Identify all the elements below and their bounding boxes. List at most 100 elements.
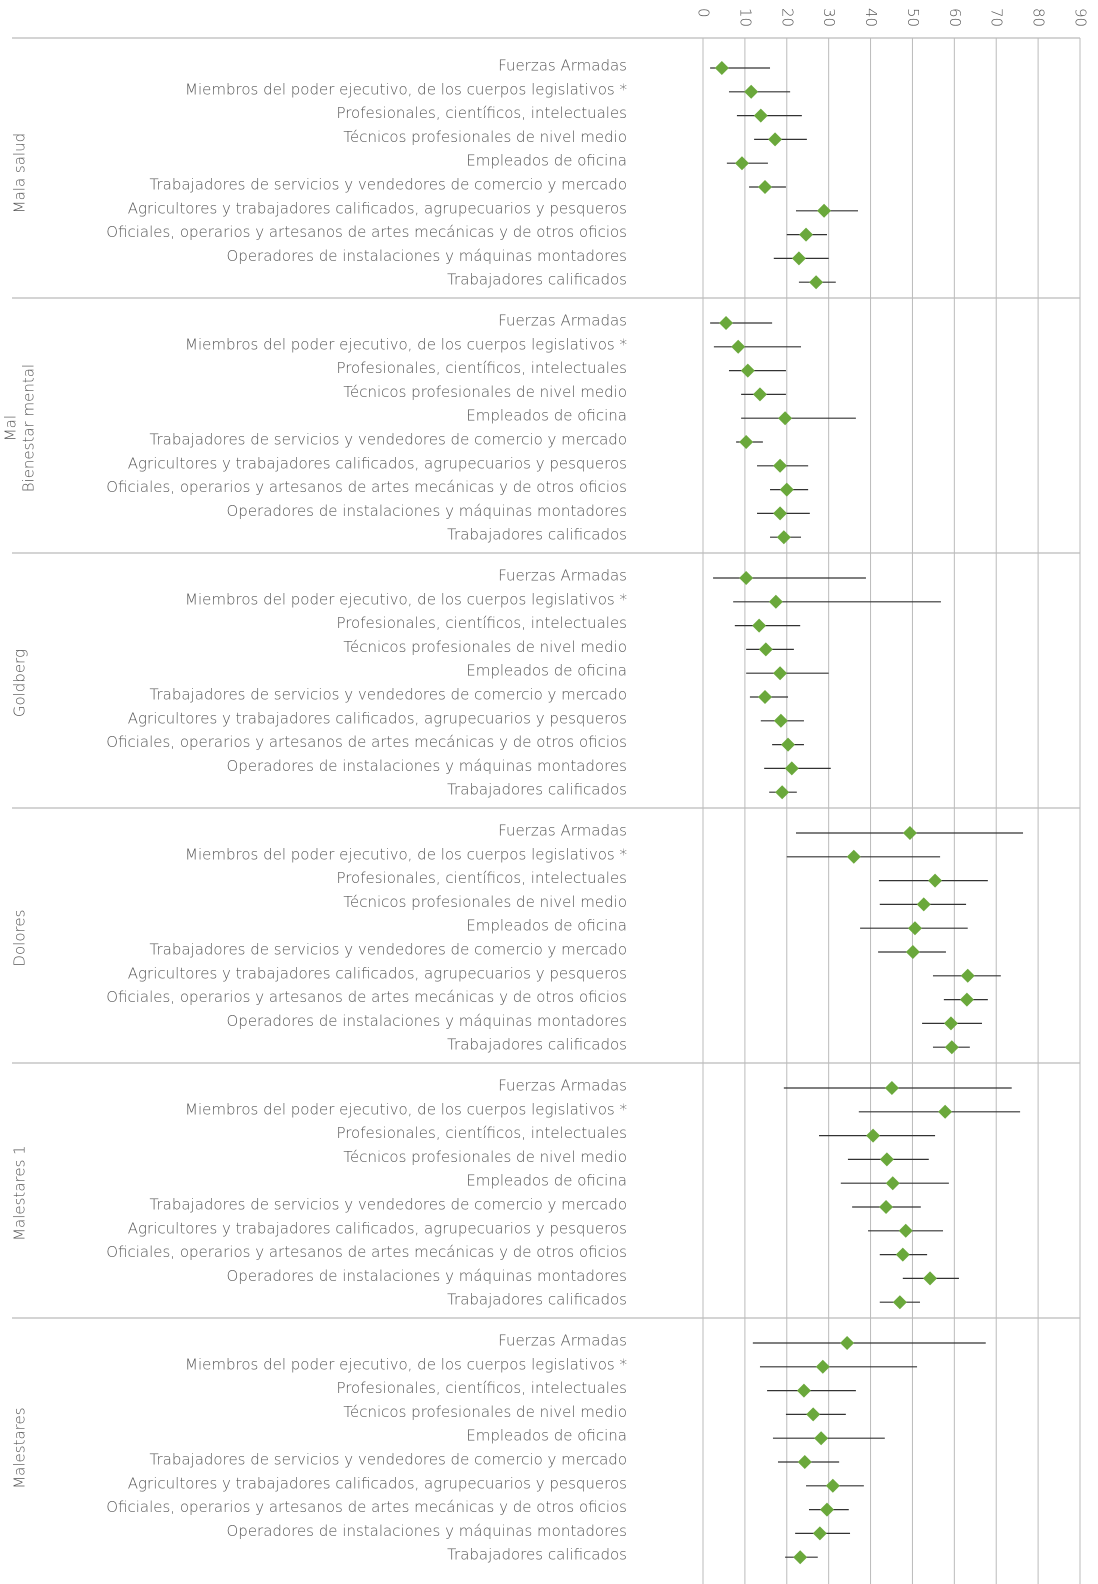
category-label: Empleados de oficina	[466, 152, 627, 170]
point	[819, 1502, 834, 1517]
category-label: Miembros del poder ejecutivo, de los cue…	[185, 80, 627, 98]
category-label: Trabajadores de servicios y vendedores d…	[150, 176, 627, 194]
panel-label: Mala salud	[11, 133, 29, 213]
category-label: Trabajadores de servicios y vendedores d…	[150, 941, 627, 959]
point	[773, 713, 788, 728]
x-tick-label: 90	[1072, 8, 1090, 27]
point	[757, 690, 772, 704]
point	[928, 873, 943, 888]
point	[959, 992, 974, 1007]
point	[758, 642, 773, 657]
point	[781, 737, 796, 752]
category-label: Profesionales, científicos, intelectuale…	[336, 1124, 627, 1142]
category-label: Agricultores y trabajadores calificados,…	[128, 1219, 627, 1237]
point	[796, 1383, 811, 1398]
point	[892, 1295, 907, 1310]
category-label: Oficiales, operarios y artesanos de arte…	[106, 988, 627, 1006]
category-label: Operadores de instalaciones y máquinas m…	[227, 1267, 628, 1285]
category-label: Operadores de instalaciones y máquinas m…	[227, 502, 628, 520]
point	[846, 849, 861, 864]
point	[799, 227, 814, 242]
category-label: Miembros del poder ejecutivo, de los cue…	[185, 1355, 627, 1373]
category-label: Empleados de oficina	[466, 407, 627, 425]
point	[812, 1526, 827, 1541]
category-label: Trabajadores de servicios y vendedores d…	[150, 686, 627, 704]
category-label: Operadores de instalaciones y máquinas m…	[227, 1012, 628, 1030]
point	[905, 945, 920, 959]
point	[902, 826, 917, 840]
category-label: Oficiales, operarios y artesanos de arte…	[106, 478, 627, 496]
point	[779, 482, 794, 497]
panel-label: Bienestar mental	[20, 364, 38, 492]
panel-label: Mal	[2, 415, 20, 441]
category-label: Miembros del poder ejecutivo, de los cue…	[185, 845, 627, 863]
point	[752, 387, 767, 402]
category-label: Agricultores y trabajadores calificados,…	[128, 964, 627, 982]
category-label: Trabajadores calificados	[447, 526, 627, 544]
point	[938, 1104, 953, 1119]
point	[744, 84, 759, 99]
category-label: Trabajadores calificados	[447, 1546, 627, 1564]
category-label: Oficiales, operarios y artesanos de arte…	[106, 223, 627, 241]
category-label: Empleados de oficina	[466, 1427, 627, 1445]
category-label: Miembros del poder ejecutivo, de los cue…	[185, 590, 627, 608]
point	[719, 316, 734, 330]
point	[806, 1407, 821, 1422]
point	[814, 1431, 829, 1446]
category-label: Profesionales, científicos, intelectuale…	[336, 359, 627, 377]
x-tick-label: 50	[904, 8, 922, 27]
category-label: Oficiales, operarios y artesanos de arte…	[106, 1498, 627, 1516]
point	[866, 1128, 881, 1143]
category-label: Trabajadores calificados	[447, 781, 627, 799]
category-label: Empleados de oficina	[466, 917, 627, 935]
category-label: Trabajadores calificados	[447, 1291, 627, 1309]
category-label: Técnicos profesionales de nivel medio	[343, 1148, 627, 1166]
category-label: Profesionales, científicos, intelectuale…	[336, 104, 627, 122]
point	[943, 1016, 958, 1031]
point	[775, 785, 790, 800]
x-tick-label: 70	[988, 8, 1006, 27]
point	[739, 571, 754, 585]
point	[944, 1040, 959, 1055]
point	[778, 411, 793, 426]
category-label: Empleados de oficina	[466, 1172, 627, 1190]
category-label: Fuerzas Armadas	[498, 57, 627, 75]
point	[960, 968, 975, 983]
category-label: Trabajadores calificados	[447, 271, 627, 289]
point	[757, 180, 772, 194]
point	[907, 921, 922, 936]
category-label: Miembros del poder ejecutivo, de los cue…	[185, 335, 627, 353]
point	[734, 156, 749, 171]
category-label: Oficiales, operarios y artesanos de arte…	[106, 733, 627, 751]
panel-label: Dolores	[11, 910, 29, 967]
category-label: Técnicos profesionales de nivel medio	[343, 1403, 627, 1421]
category-label: Agricultores y trabajadores calificados,…	[128, 454, 627, 472]
panel-label: Malestares 1	[11, 1145, 29, 1241]
category-label: Trabajadores de servicios y vendedores d…	[150, 1451, 627, 1469]
point	[895, 1247, 910, 1262]
point	[768, 594, 783, 609]
point	[840, 1336, 855, 1350]
point	[753, 108, 768, 123]
point	[793, 1550, 808, 1565]
x-tick-label: 40	[862, 8, 880, 27]
point	[714, 61, 729, 75]
x-tick-label: 0	[695, 8, 713, 18]
category-label: Fuerzas Armadas	[498, 822, 627, 840]
category-label: Agricultores y trabajadores calificados,…	[128, 709, 627, 727]
category-label: Técnicos profesionales de nivel medio	[343, 383, 627, 401]
category-label: Empleados de oficina	[466, 662, 627, 680]
category-label: Fuerzas Armadas	[498, 567, 627, 585]
point	[817, 203, 832, 218]
point	[731, 339, 746, 354]
point	[752, 618, 767, 633]
category-label: Trabajadores de servicios y vendedores d…	[150, 431, 627, 449]
panel-label: Malestares	[11, 1407, 29, 1488]
point	[773, 666, 788, 681]
point	[740, 363, 755, 378]
x-tick-label: 10	[736, 8, 754, 27]
point	[739, 435, 754, 449]
category-label: Operadores de instalaciones y máquinas m…	[227, 1522, 628, 1540]
x-tick-label: 30	[820, 8, 838, 27]
